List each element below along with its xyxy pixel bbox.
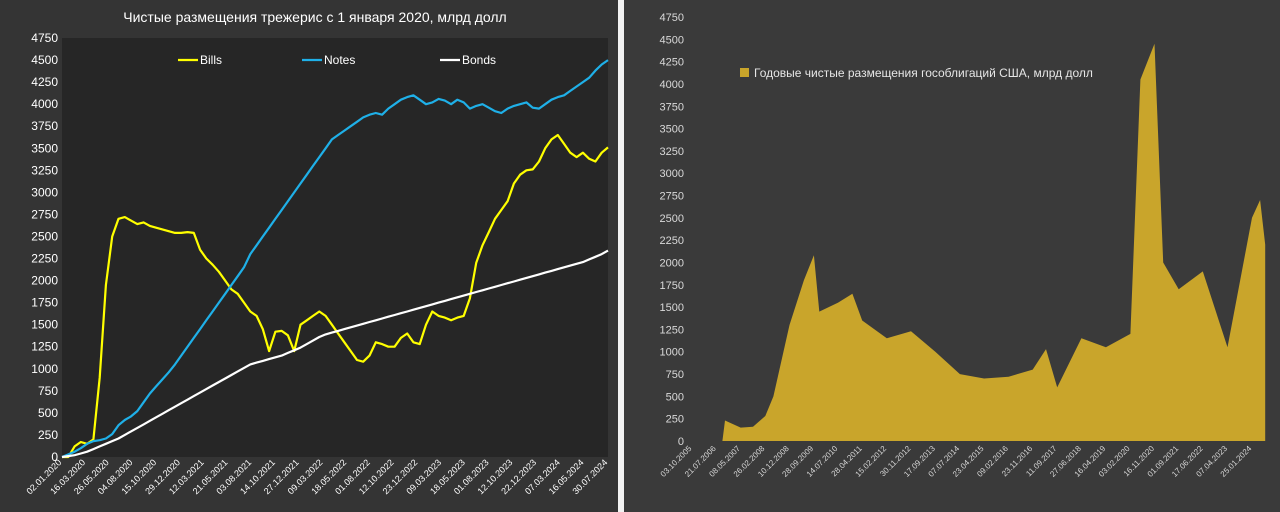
- y-tick-label: 0: [678, 436, 684, 448]
- y-tick-label: 4250: [660, 57, 684, 69]
- y-tick-label: 2500: [660, 213, 684, 225]
- y-tick-label: 3750: [660, 101, 684, 113]
- y-tick-label: 3000: [660, 168, 684, 180]
- legend-label: Notes: [324, 53, 355, 67]
- y-tick-label: 2000: [660, 257, 684, 269]
- y-tick-label: 3500: [31, 141, 58, 155]
- y-tick-label: 1250: [660, 324, 684, 336]
- y-tick-label: 2000: [31, 274, 58, 288]
- series-line-bills: [62, 133, 609, 459]
- right-chart-panel: 0 250 500 750 1000 1250 1500 1750 2000 2250 2500 27…: [624, 0, 1280, 512]
- y-tick-label: 750: [38, 384, 58, 398]
- x-axis: 03.10.200521.07.200608.05.200726.02.2008…: [659, 444, 1254, 479]
- y-tick-label: 1000: [660, 347, 684, 359]
- y-tick-label: 3250: [31, 163, 58, 177]
- y-tick-label: 3500: [660, 124, 684, 136]
- y-tick-label: 1250: [31, 340, 58, 354]
- left-chart: Чистые размещения трежерис с 1 января 20…: [24, 9, 609, 496]
- y-tick-label: 3250: [660, 146, 684, 158]
- y-tick-label: 2750: [31, 207, 58, 221]
- y-tick-label: 2250: [660, 235, 684, 247]
- y-tick-label: 4250: [31, 75, 58, 89]
- y-tick-label: 1750: [660, 280, 684, 292]
- y-axis: 0 250 500 750 1000 1250 1500 1750 2000 2250 2500 27…: [660, 12, 684, 448]
- y-tick-label: 4500: [31, 53, 58, 67]
- y-tick-label: 0: [51, 450, 58, 464]
- y-tick-label: 3000: [31, 185, 58, 199]
- right-chart: 0 250 500 750 1000 1250 1500 1750 2000 2250 2500 27…: [659, 12, 1266, 479]
- y-tick-label: 750: [666, 369, 684, 381]
- series-line-bonds: [61, 249, 609, 459]
- left-chart-panel: Чистые размещения трежерис с 1 января 20…: [0, 0, 618, 512]
- y-tick-label: 4000: [31, 97, 58, 111]
- chart-title: Чистые размещения трежерис с 1 января 20…: [123, 9, 506, 25]
- legend-label: Годовые чистые размещения гособлигаций С…: [754, 66, 1093, 80]
- y-tick-label: 4750: [31, 31, 58, 45]
- y-tick-label: 2250: [31, 252, 58, 266]
- y-tick-label: 4000: [660, 79, 684, 91]
- y-tick-label: 250: [38, 428, 58, 442]
- y-tick-label: 3750: [31, 119, 58, 133]
- legend-swatch: [740, 68, 749, 77]
- y-tick-label: 1500: [31, 318, 58, 332]
- legend-label: Bills: [200, 53, 222, 67]
- y-tick-label: 4750: [660, 12, 684, 24]
- series-group: [692, 43, 1266, 442]
- series-group: [61, 59, 609, 459]
- plot-area: [62, 38, 608, 457]
- y-tick-label: 250: [666, 414, 684, 426]
- y-tick-label: 1500: [660, 302, 684, 314]
- legend-label: Bonds: [462, 53, 496, 67]
- legend: Bills Notes Bonds: [178, 53, 496, 67]
- y-tick-label: 500: [38, 406, 58, 420]
- series-line-notes: [61, 59, 609, 459]
- y-tick-label: 2500: [31, 229, 58, 243]
- y-tick-label: 1000: [31, 362, 58, 376]
- y-tick-label: 2750: [660, 191, 684, 203]
- y-axis: 0 250 500 750 1000 1250 1500 1750 2000 2250 2500 27…: [31, 31, 58, 464]
- y-tick-label: 1750: [31, 296, 58, 310]
- legend: Годовые чистые размещения гособлигаций С…: [740, 66, 1093, 80]
- y-tick-label: 500: [666, 391, 684, 403]
- x-axis: 02.01.202016.03.202026.05.202004.08.2020…: [24, 457, 609, 496]
- series-area: [692, 43, 1266, 442]
- y-tick-label: 4500: [660, 34, 684, 46]
